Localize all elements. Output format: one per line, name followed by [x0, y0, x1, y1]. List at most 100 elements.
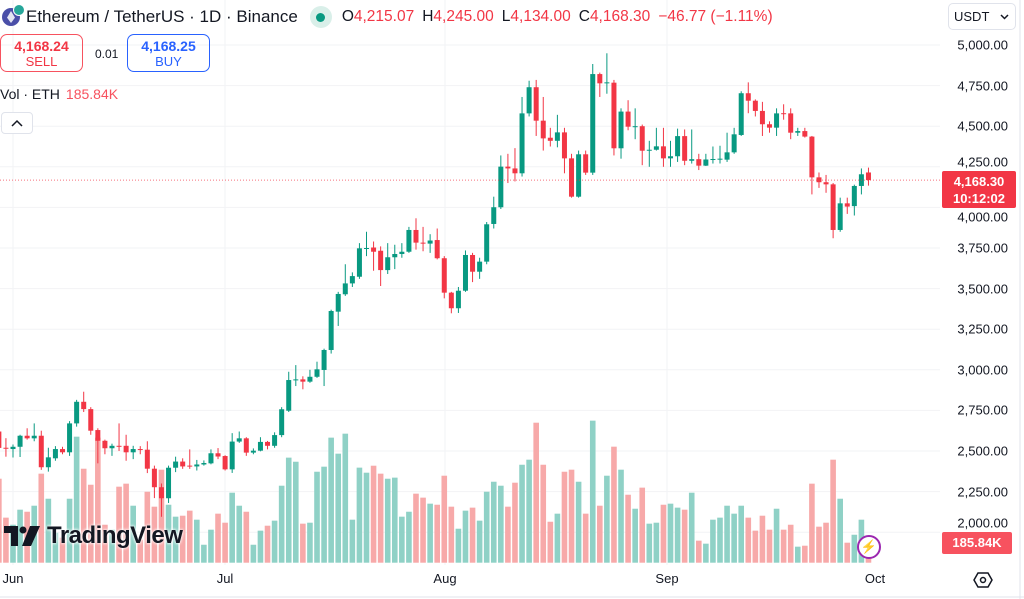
candle-body	[618, 111, 624, 149]
candle-body	[272, 435, 278, 446]
candle-body	[116, 445, 122, 447]
candle-body	[625, 111, 631, 127]
candle-body	[10, 446, 16, 450]
volume-bar	[186, 510, 193, 563]
price-axis-label: 4,250.00	[957, 154, 1008, 170]
market-status-icon[interactable]	[309, 6, 332, 28]
volume-bar	[519, 464, 525, 563]
collapse-legend-button[interactable]	[1, 112, 33, 134]
candle-body	[611, 82, 617, 149]
time-axis-label: Sep	[655, 571, 679, 586]
candle-body	[201, 463, 207, 465]
sell-button[interactable]: 4,168.24 SELL	[0, 34, 83, 72]
tradingview-watermark[interactable]: TradingView	[4, 522, 183, 550]
candle-body	[703, 159, 709, 166]
currency-dropdown[interactable]: USDT	[948, 3, 1016, 30]
candle-body	[123, 445, 129, 453]
volume-bar	[575, 481, 582, 563]
candle-body	[837, 203, 843, 230]
candle-body	[484, 224, 490, 262]
candle-body	[512, 168, 518, 174]
candle-body	[455, 290, 461, 309]
volume-bar	[123, 483, 129, 563]
candle-body	[597, 74, 603, 84]
volume-bar	[356, 467, 363, 563]
ohlc-high: H4,245.00	[422, 8, 494, 26]
candle-body	[830, 184, 836, 230]
volume-bar	[462, 510, 469, 563]
volume-bar	[646, 523, 653, 563]
lightning-icon: ⚡	[860, 539, 878, 554]
volume-bar	[427, 503, 433, 563]
candle-body	[215, 453, 221, 457]
candle-body	[491, 207, 497, 224]
ohlc-close-value: 4,168.30	[589, 8, 651, 25]
volume-legend-value: 185.84K	[65, 86, 119, 102]
volume-bar	[681, 509, 688, 563]
volume-bar	[17, 509, 23, 563]
buy-button[interactable]: 4,168.25 BUY	[127, 34, 210, 72]
candle-body	[236, 438, 242, 442]
volume-bar	[413, 493, 419, 563]
volume-bar	[278, 485, 285, 563]
volume-bar	[243, 511, 250, 563]
ohlc-low-value: 4,134.00	[510, 8, 571, 25]
volume-bar	[830, 459, 836, 563]
volume-bar	[717, 517, 723, 563]
lightning-button[interactable]: ⚡	[857, 535, 881, 559]
volume-bar	[349, 519, 356, 563]
volume-bar	[335, 453, 342, 563]
volume-bar	[59, 537, 66, 563]
volume-bar	[434, 504, 440, 563]
volume-bar	[441, 475, 448, 563]
volume-bar	[455, 528, 462, 563]
volume-bar	[0, 478, 2, 563]
ohlc-open-label: O	[341, 8, 354, 25]
symbol-title[interactable]: Ethereum / TetherUS · 1D · Binance	[26, 7, 298, 26]
volume-bar	[738, 505, 745, 563]
candle-body	[180, 461, 186, 467]
volume-bar	[137, 539, 144, 563]
time-axis-label: Jun	[2, 571, 24, 586]
volume-legend-label: Vol · ETH	[0, 86, 60, 102]
candle-body	[851, 185, 857, 207]
candle-body	[144, 449, 150, 469]
volume-bar	[625, 494, 631, 563]
candle-body	[766, 124, 772, 128]
volume-bar	[469, 507, 476, 563]
volume-bar	[222, 522, 228, 563]
volume-bar	[618, 469, 624, 563]
candle-body	[540, 120, 546, 139]
candle-body	[554, 132, 560, 141]
candle-body	[257, 441, 263, 451]
volume-bar	[667, 503, 674, 563]
volume-bar	[384, 478, 391, 563]
volume-bar	[215, 513, 221, 563]
bar-countdown: 10:12:02	[952, 191, 1006, 206]
ohlc-high-value: 4,245.00	[433, 8, 494, 25]
volume-bar	[236, 505, 243, 563]
volume-bar	[151, 506, 158, 563]
candle-body	[243, 438, 249, 453]
candle-body	[81, 401, 87, 410]
candle-body	[498, 166, 504, 208]
candle-body	[604, 82, 610, 84]
volume-bar	[823, 522, 829, 563]
buy-price: 4,168.25	[141, 38, 196, 54]
volume-legend[interactable]: Vol · ETH 185.84K	[0, 86, 118, 102]
volume-bar	[695, 540, 702, 563]
candle-body	[731, 134, 737, 153]
current-price: 4,168.30	[953, 174, 1005, 189]
candle-body	[583, 154, 589, 173]
candle-body	[646, 149, 652, 151]
volume-bar	[632, 508, 638, 563]
candle-body	[413, 229, 419, 243]
candle-body	[696, 159, 702, 166]
chart-settings-button[interactable]	[973, 571, 993, 589]
volume-bar	[731, 513, 737, 563]
ohlc-low-label: L	[501, 8, 511, 25]
candle-body	[434, 240, 440, 259]
candle-body	[74, 401, 80, 424]
volume-bar	[512, 482, 518, 563]
